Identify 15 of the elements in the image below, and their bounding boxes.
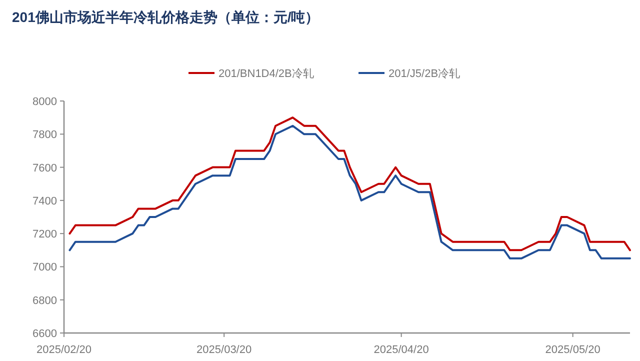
y-tick-label: 7000 [32, 262, 57, 274]
y-tick-label: 8000 [32, 96, 57, 108]
legend-label: 201/J5/2B冷轧 [388, 68, 460, 80]
y-tick-label: 7200 [32, 228, 57, 241]
legend-label: 201/BN1D4/2B冷轧 [218, 68, 314, 80]
y-tick-label: 7400 [32, 195, 57, 208]
y-tick-label: 7800 [32, 129, 57, 142]
x-tick-label: 2025/04/20 [374, 344, 429, 356]
y-tick-label: 7600 [32, 162, 57, 174]
chart-title: 201佛山市场近半年冷轧价格走势（单位：元/吨） [12, 9, 320, 25]
x-tick-label: 2025/03/20 [196, 344, 252, 356]
y-tick-label: 6800 [32, 294, 57, 307]
x-tick-label: 2025/05/20 [545, 344, 600, 356]
x-tick-label: 2025/02/20 [36, 344, 92, 356]
y-tick-label: 6600 [32, 328, 57, 340]
